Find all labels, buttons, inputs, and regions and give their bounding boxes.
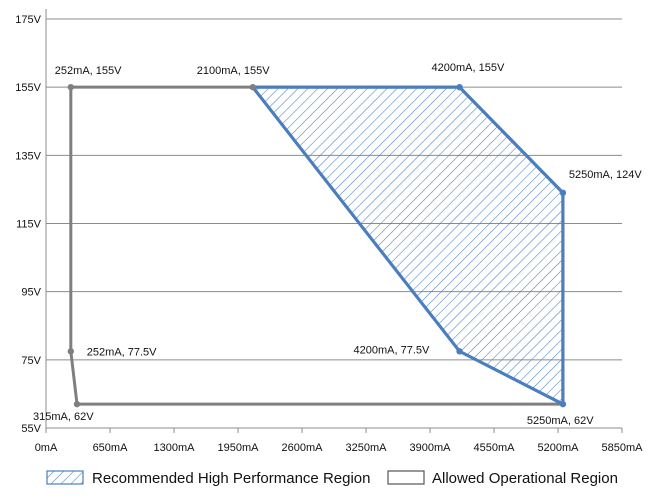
y-tick-label: 115V <box>16 219 42 231</box>
point-label: 315mA, 62V <box>33 411 94 423</box>
regions <box>69 85 565 406</box>
point-label: 252mA, 77.5V <box>87 346 157 358</box>
x-tick-label: 3900mA <box>410 442 452 454</box>
allowed-point <box>67 83 75 91</box>
x-tick-label: 5850mA <box>602 442 644 454</box>
axes: 55V 75V 95V 115V 135V 155V 175V 0mA 650mA 1300mA 1… <box>15 9 643 454</box>
recommended-region-polygon <box>251 85 565 406</box>
x-tick-label: 4550mA <box>474 442 516 454</box>
y-tick-label: 135V <box>15 150 41 162</box>
y-tick-label: 75V <box>21 355 41 367</box>
x-tick-label: 0mA <box>35 442 58 454</box>
x-tick-label: 1300mA <box>154 442 196 454</box>
y-tick-label: 175V <box>15 14 41 26</box>
point-label: 5250mA, 62V <box>527 415 594 427</box>
x-tick-label: 5200mA <box>538 442 580 454</box>
x-tick-label: 3250mA <box>346 442 388 454</box>
point-label: 4200mA, 77.5V <box>354 344 430 356</box>
legend-label-allowed: Allowed Operational Region <box>432 470 618 487</box>
legend-swatch-recommended <box>46 470 84 485</box>
allowed-point <box>73 400 81 408</box>
recommended-point <box>456 348 463 355</box>
recommended-point <box>559 400 567 408</box>
y-tick-label: 155V <box>15 82 41 94</box>
y-tick-label: 55V <box>21 423 41 435</box>
data-points <box>67 83 567 408</box>
allowed-point <box>249 83 256 91</box>
recommended-point <box>456 83 463 91</box>
point-label: 252mA, 155V <box>55 65 122 77</box>
legend-swatch-allowed <box>387 470 425 485</box>
x-tick-label: 2600mA <box>282 442 324 454</box>
point-label: 2100mA, 155V <box>197 65 270 77</box>
x-tick-label: 1950mA <box>218 442 260 454</box>
allowed-point <box>67 348 75 355</box>
point-labels: 2100mA, 155V 4200mA, 155V 5250mA, 124V 5250… <box>33 62 642 427</box>
point-label: 4200mA, 155V <box>432 62 505 74</box>
recommended-point <box>559 189 567 197</box>
recommended-region-outline <box>251 85 565 406</box>
legend-label-recommended: Recommended High Performance Region <box>92 470 370 487</box>
x-tick-label: 650mA <box>93 442 129 454</box>
y-tick-label: 95V <box>21 287 41 299</box>
point-label: 5250mA, 124V <box>569 169 642 181</box>
legend: Recommended High Performance Region Allow… <box>46 470 618 487</box>
